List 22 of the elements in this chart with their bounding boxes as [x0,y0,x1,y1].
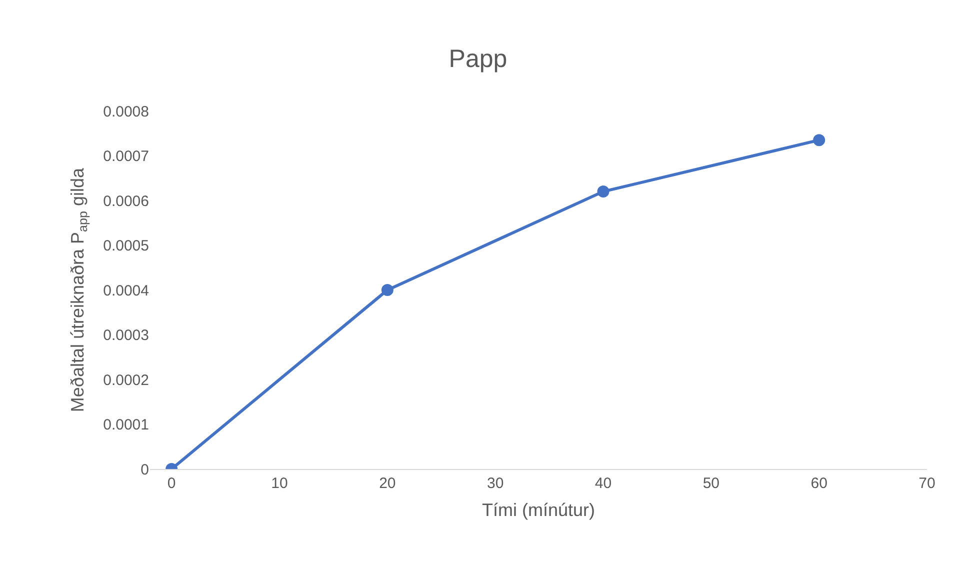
y-tick-label: 0.0004 [103,282,149,300]
x-tick-label: 10 [271,475,288,492]
point [813,134,826,146]
y-tick-label: 0 [140,461,149,478]
y-tick-label: 0.0006 [103,192,149,210]
y-tick-label: 0.0005 [103,238,149,254]
point [597,186,610,198]
x-tick-label: 30 [486,475,504,492]
x-axis-title: Tími (mínútur) [482,500,596,520]
y-tick-label: 0.0001 [103,416,149,434]
x-tick-label: 40 [594,475,612,492]
y-tick-label: 0.0002 [103,372,149,389]
chart-title: Papp [448,44,508,73]
y-tick-label: 0.0008 [103,103,149,120]
point [381,284,394,296]
x-tick-label: 50 [702,475,720,492]
x-tick-label: 20 [379,475,396,492]
y-tick-label: 0.0007 [103,148,149,165]
y-tick-label: 0.0003 [103,327,149,344]
x-tick-label: 0 [167,475,176,492]
x-tick-label: 60 [810,475,828,492]
x-tick-label: 70 [918,475,936,492]
